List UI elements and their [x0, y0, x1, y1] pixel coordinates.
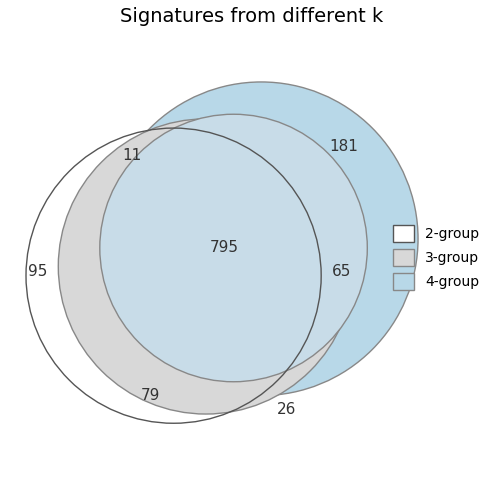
Text: 181: 181	[330, 139, 359, 154]
Text: 11: 11	[122, 148, 142, 163]
Text: 65: 65	[332, 264, 352, 279]
Circle shape	[58, 119, 353, 414]
Text: 795: 795	[210, 240, 239, 256]
Legend: 2-group, 3-group, 4-group: 2-group, 3-group, 4-group	[388, 219, 485, 295]
Circle shape	[100, 114, 367, 382]
Text: 26: 26	[277, 402, 296, 417]
Text: 79: 79	[141, 388, 160, 403]
Text: 95: 95	[28, 264, 47, 279]
Title: Signatures from different k: Signatures from different k	[120, 7, 384, 26]
Circle shape	[104, 82, 418, 396]
